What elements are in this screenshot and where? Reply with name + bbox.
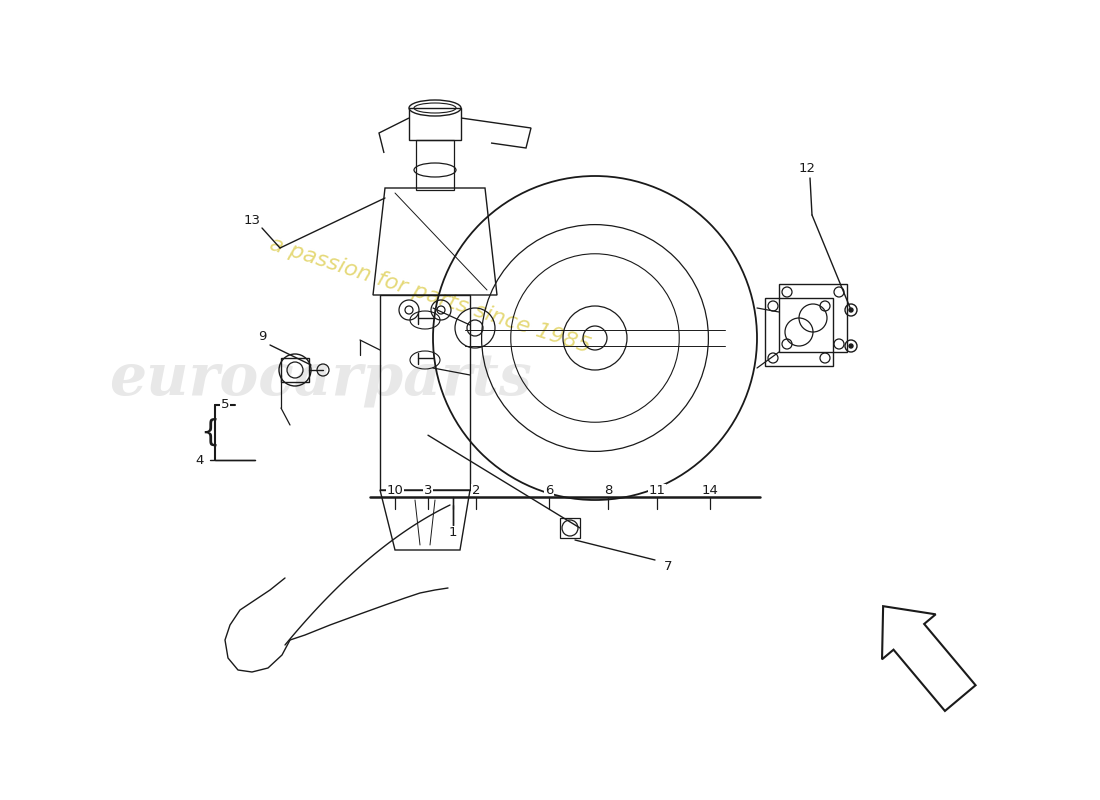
Text: 8: 8 — [604, 485, 613, 498]
Bar — [379, 295, 470, 490]
Circle shape — [849, 344, 852, 348]
Bar — [416, 140, 454, 190]
Text: 5: 5 — [221, 398, 229, 411]
Text: 2: 2 — [472, 485, 481, 498]
Circle shape — [849, 308, 852, 312]
Text: a passion for parts since 1985: a passion for parts since 1985 — [267, 234, 593, 357]
Bar — [409, 108, 461, 140]
Text: 3: 3 — [424, 485, 432, 498]
Text: 11: 11 — [649, 485, 666, 498]
Text: 9: 9 — [257, 330, 266, 343]
Text: 12: 12 — [799, 162, 815, 174]
Text: 1: 1 — [449, 526, 458, 539]
Bar — [764, 298, 833, 366]
Text: 13: 13 — [243, 214, 261, 226]
Text: 6: 6 — [544, 485, 553, 498]
Text: 7: 7 — [663, 559, 672, 573]
Text: 4: 4 — [196, 454, 205, 466]
Text: eurocarparts: eurocarparts — [109, 352, 531, 408]
Text: {: { — [200, 418, 220, 446]
Bar — [560, 518, 580, 538]
Text: 14: 14 — [702, 485, 718, 498]
Bar — [280, 358, 309, 382]
Bar — [779, 284, 847, 352]
Text: 10: 10 — [386, 485, 404, 498]
